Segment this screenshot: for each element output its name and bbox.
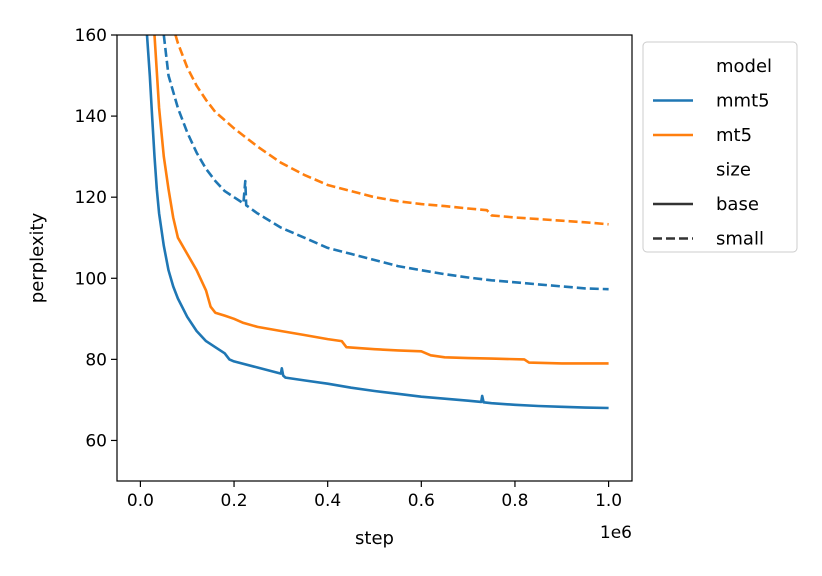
- legend-label-base: base: [716, 194, 759, 215]
- legend-frame: [642, 41, 798, 253]
- y-tick-label: 80: [85, 350, 107, 370]
- y-tick-label: 160: [75, 26, 107, 46]
- y-tick-label: 100: [75, 269, 107, 289]
- series-line-mt5-small: [174, 35, 609, 226]
- y-tick-label: 120: [75, 188, 107, 208]
- legend-label-mmt5: mmt5: [716, 91, 770, 112]
- legend-label-small: small: [716, 229, 764, 250]
- x-tick-label: 0.6: [408, 491, 435, 511]
- x-axis: 0.0 0.2 0.4 0.6 0.8 1.0: [127, 481, 622, 511]
- x-tick-label: 0.8: [501, 491, 528, 511]
- x-tick-label: 0.2: [221, 491, 248, 511]
- legend: model mmt5 mt5 size base small: [642, 41, 798, 253]
- legend-header-model: model: [716, 56, 772, 77]
- y-tick-label: 60: [85, 431, 107, 451]
- series-line-mmt5-base: [145, 35, 609, 410]
- plot-frame: [116, 34, 633, 482]
- x-tick-label: 1.0: [595, 491, 622, 511]
- x-tick-label: 0.4: [314, 491, 341, 511]
- y-axis: 60 80 100 120 140 160: [75, 26, 117, 451]
- legend-label-mt5: mt5: [716, 125, 752, 146]
- series-layer: [145, 35, 609, 410]
- y-axis-label: perplexity: [27, 212, 48, 303]
- series-line-mmt5-small: [162, 35, 609, 291]
- series-line-mt5-base: [153, 35, 609, 365]
- x-axis-label: step: [355, 528, 394, 549]
- legend-header-size: size: [716, 160, 751, 181]
- x-tick-label: 0.0: [127, 491, 154, 511]
- x-axis-offset-label: 1e6: [600, 523, 632, 543]
- y-tick-label: 140: [75, 107, 107, 127]
